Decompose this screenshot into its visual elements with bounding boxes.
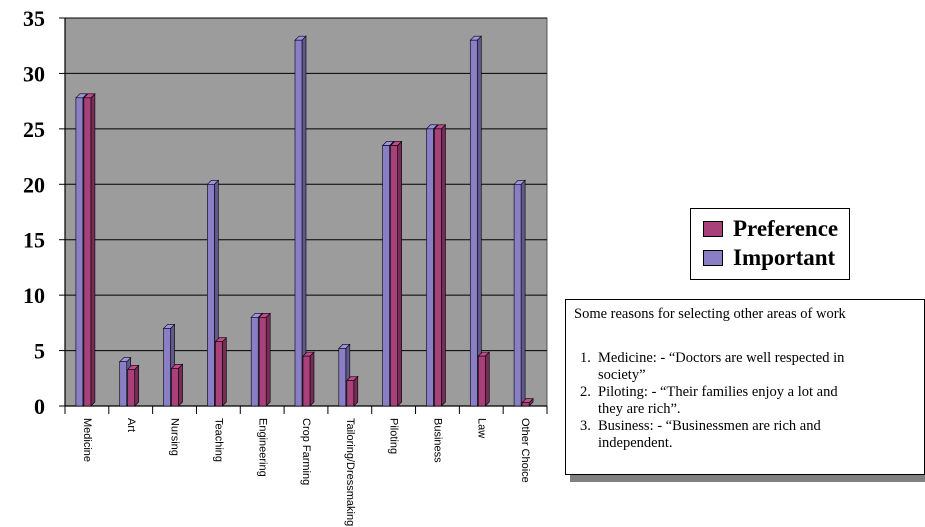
bar-side xyxy=(90,93,96,407)
bar-side xyxy=(520,179,526,407)
bar-preference-teaching xyxy=(215,341,223,407)
y-tick-label: 15 xyxy=(23,228,45,253)
legend-item-important: Important xyxy=(703,245,835,271)
legend-swatch-important xyxy=(703,250,723,266)
bar-important-tailoring-dressmaking xyxy=(338,348,347,407)
bar-preference-crop-farming xyxy=(302,355,311,407)
x-tick-label: Teaching xyxy=(212,418,224,462)
note-item-continuation: society” xyxy=(598,367,646,383)
bar-side xyxy=(476,35,482,407)
bar-side xyxy=(134,364,140,407)
bar-important-engineering xyxy=(250,317,259,407)
bar-important-piloting xyxy=(382,145,390,407)
y-tick-label: 25 xyxy=(23,117,45,142)
legend-swatch-preference xyxy=(703,221,723,237)
note-item: 2. Piloting: - “Their families enjoy a lo… xyxy=(580,384,838,418)
x-tick-label: Nursing xyxy=(169,418,181,456)
note-item-continuation: they are rich”. xyxy=(598,401,681,417)
bar-preference-medicine xyxy=(83,97,92,407)
y-tick-label: 10 xyxy=(23,283,45,308)
bar-important-medicine xyxy=(75,97,84,407)
note-item: 1. Medicine: - “Doctors are well respecte… xyxy=(580,350,844,384)
bar-preference-tailoring-dressmaking xyxy=(346,380,355,407)
bar-preference-nursing xyxy=(171,368,179,407)
bar-preference-business xyxy=(434,128,442,407)
bar-side xyxy=(353,375,359,407)
note-item-continuation: independent. xyxy=(598,435,673,451)
legend-label-important: Important xyxy=(733,245,836,270)
y-tick-label: 30 xyxy=(23,61,45,86)
x-tick-label: Art xyxy=(125,418,137,432)
bar-important-nursing xyxy=(163,328,171,407)
y-tick-label: 0 xyxy=(34,394,45,419)
bar-preference-other-choice xyxy=(521,402,530,407)
note-item-text: Medicine: - “Doctors are well respected … xyxy=(598,350,845,366)
bar-side xyxy=(309,351,315,407)
note-item-text: Piloting: - “Their families enjoy a lot … xyxy=(598,384,838,400)
x-tick-label: Tailoring/Dressmaking xyxy=(344,418,356,526)
x-tick-label: Other Choice xyxy=(519,418,531,483)
y-tick-label: 20 xyxy=(23,172,45,197)
x-tick-label: Piloting xyxy=(388,418,400,454)
x-tick-label: Business xyxy=(432,418,444,463)
bar-important-crop-farming xyxy=(294,39,303,407)
bar-side xyxy=(222,336,227,407)
note-title: Some reasons for selecting other areas o… xyxy=(574,306,846,322)
y-tick-label: 35 xyxy=(23,6,45,31)
x-tick-label: Law xyxy=(475,418,487,438)
bar-important-other-choice xyxy=(513,183,522,407)
bar-important-teaching xyxy=(207,183,215,407)
y-tick-label: 5 xyxy=(34,339,45,364)
x-tick-label: Engineering xyxy=(256,418,268,477)
bar-important-law xyxy=(469,39,478,407)
bar-important-business xyxy=(426,128,434,407)
note-item-number: 3. xyxy=(580,418,591,434)
note-item-text: Business: - “Businessmen are rich and xyxy=(598,418,821,434)
note-item-number: 1. xyxy=(580,350,591,366)
reasons-note: Some reasons for selecting other areas o… xyxy=(565,299,925,475)
x-tick-label: Medicine xyxy=(81,418,93,462)
bar-preference-piloting xyxy=(390,145,398,407)
bar-side xyxy=(484,351,490,407)
legend: Preference Important xyxy=(690,208,850,280)
bar-preference-law xyxy=(477,355,486,407)
x-tick-label: Crop Farming xyxy=(300,418,312,485)
bar-side xyxy=(441,124,446,407)
bar-side xyxy=(301,35,307,407)
bar-important-art xyxy=(119,361,128,407)
bar-preference-art xyxy=(127,369,136,407)
note-item: 3. Business: - “Businessmen are rich and … xyxy=(580,418,821,452)
bar-preference-engineering xyxy=(258,317,267,407)
bar-side xyxy=(397,140,402,407)
legend-item-preference: Preference xyxy=(703,216,838,242)
bar-side xyxy=(178,363,183,407)
legend-label-preference: Preference xyxy=(733,216,839,241)
bar-side xyxy=(265,312,271,407)
note-item-number: 2. xyxy=(580,384,591,400)
